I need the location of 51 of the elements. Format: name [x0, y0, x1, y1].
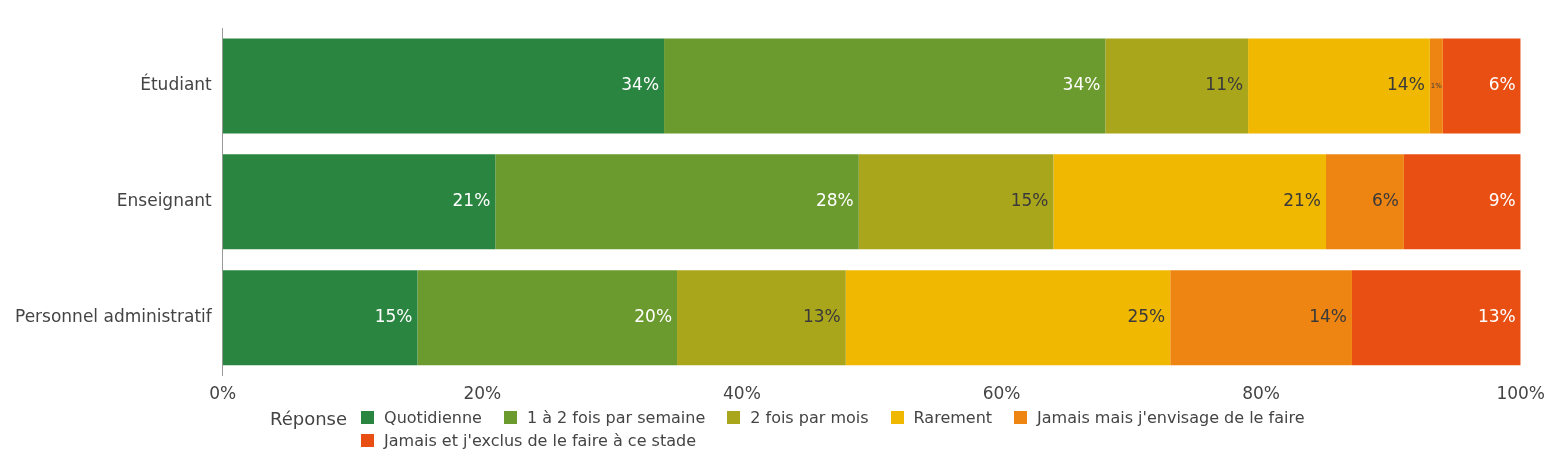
legend-label: Jamais et j'exclus de le faire à ce stade: [384, 431, 696, 450]
bar: [845, 270, 1171, 366]
x-tick-label: 100%: [1496, 383, 1545, 404]
bar: [664, 38, 1106, 134]
bar: [677, 270, 846, 366]
legend-label: Jamais mais j'envisage de le faire: [1037, 408, 1305, 427]
bar: [1248, 38, 1430, 134]
data-label: 20%: [634, 306, 673, 327]
y-tick-label: Étudiant: [140, 73, 213, 95]
data-label: 15%: [1010, 190, 1049, 211]
y-tick-label: Enseignant: [116, 190, 213, 211]
bar: [417, 270, 678, 366]
data-label: 11%: [1205, 74, 1244, 95]
bar: [1403, 154, 1521, 250]
data-label: 21%: [1283, 190, 1322, 211]
legend-label: 2 fois par mois: [750, 408, 869, 427]
bar: [1429, 38, 1443, 134]
legend-label: Rarement: [913, 408, 993, 427]
data-label: 6%: [1371, 190, 1399, 211]
legend-label: Quotidienne: [384, 408, 482, 427]
data-label: 28%: [815, 190, 854, 211]
y-tick-label: Personnel administratif: [15, 306, 213, 327]
bar: [1326, 154, 1404, 250]
x-tick-label: 20%: [463, 383, 502, 404]
bar: [858, 154, 1054, 250]
x-tick-label: 80%: [1242, 383, 1281, 404]
bar: [222, 270, 418, 366]
bar: [1170, 270, 1352, 366]
bar: [495, 154, 859, 250]
legend-title: Réponse: [270, 408, 348, 429]
bar: [1351, 270, 1521, 366]
data-label: 14%: [1309, 306, 1347, 327]
data-label: 25%: [1127, 306, 1166, 327]
bar: [1053, 154, 1327, 250]
bar: [222, 38, 665, 134]
x-tick-label: 60%: [982, 383, 1021, 404]
data-label: 34%: [1062, 74, 1101, 95]
data-label: 15%: [374, 306, 413, 327]
bar: [1105, 38, 1249, 134]
x-tick-label: 0%: [209, 383, 237, 404]
data-label: 14%: [1387, 74, 1425, 95]
x-tick-label: 40%: [723, 383, 761, 404]
data-label: 21%: [452, 190, 491, 211]
data-label: 6%: [1488, 74, 1516, 95]
data-label: 34%: [621, 74, 660, 95]
legend-label: 1 à 2 fois par semaine: [526, 408, 706, 427]
data-label: 9%: [1488, 190, 1516, 211]
data-label: 13%: [1477, 306, 1516, 327]
data-label: 13%: [802, 306, 841, 327]
bar: [1442, 38, 1521, 134]
bar: [222, 154, 496, 250]
